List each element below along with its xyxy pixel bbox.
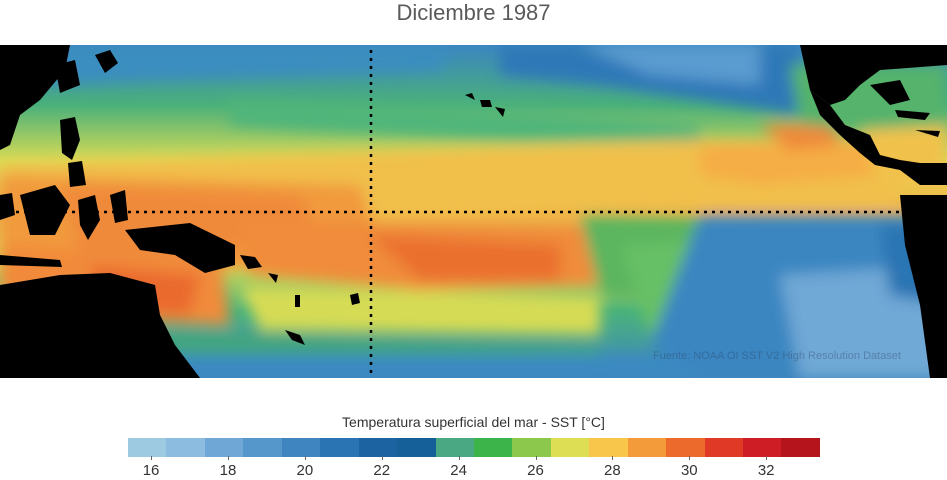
colorbar-ticks: 16 18 20 22 24 26 28 30 32 [0,462,947,480]
colorbar-swatch [473,438,513,457]
colorbar-swatch [281,438,321,457]
colorbar-tick-label: 26 [527,462,544,479]
colorbar-tick-label: 28 [604,462,621,479]
colorbar-swatch [589,438,628,457]
colorbar-tick-mark [535,456,537,460]
colorbar-tick-label: 30 [680,462,698,479]
colorbar-swatch [397,438,436,457]
colorbar-tick-mark [689,456,691,460]
colorbar-tick-mark [458,456,460,460]
colorbar-tick-mark [381,456,383,460]
colorbar-swatch [358,438,398,457]
colorbar-swatch [704,438,743,457]
colorbar-swatch [627,438,667,457]
colorbar-tick-label: 18 [219,462,237,479]
colorbar-swatch [435,438,474,457]
data-source-note: Fuente: NOAA OI SST V2 High Resolution D… [652,350,901,362]
colorbar-tick-label: 32 [757,462,775,479]
colorbar-tick-mark [304,456,306,460]
colorbar [128,437,820,457]
map-title: Diciembre 1987 [396,0,551,25]
colorbar-swatch [166,438,205,457]
colorbar-swatch [204,438,244,457]
colorbar-tick-mark [227,456,229,460]
colorbar-swatch [512,438,551,457]
colorbar-swatch [128,438,167,457]
colorbar-swatch [320,438,359,457]
colorbar-swatch [243,438,282,457]
colorbar-label: Temperatura superficial del mar - SST [°… [342,414,605,430]
colorbar-tick-mark [612,456,614,460]
reference-lines [0,50,900,378]
colorbar-tickmarks [0,456,947,461]
colorbar-tick-label: 20 [296,462,314,479]
colorbar-tick-mark [766,456,768,460]
colorbar-swatch [781,438,820,457]
colorbar-tick-label: 24 [450,462,467,479]
colorbar-swatch [743,438,782,457]
land-masses [0,45,947,378]
sst-map [0,45,947,378]
colorbar-swatch [550,438,590,457]
colorbar-swatch [666,438,705,457]
colorbar-tick-mark [151,456,153,460]
colorbar-tick-label: 22 [373,462,391,479]
colorbar-tick-label: 16 [142,462,160,479]
